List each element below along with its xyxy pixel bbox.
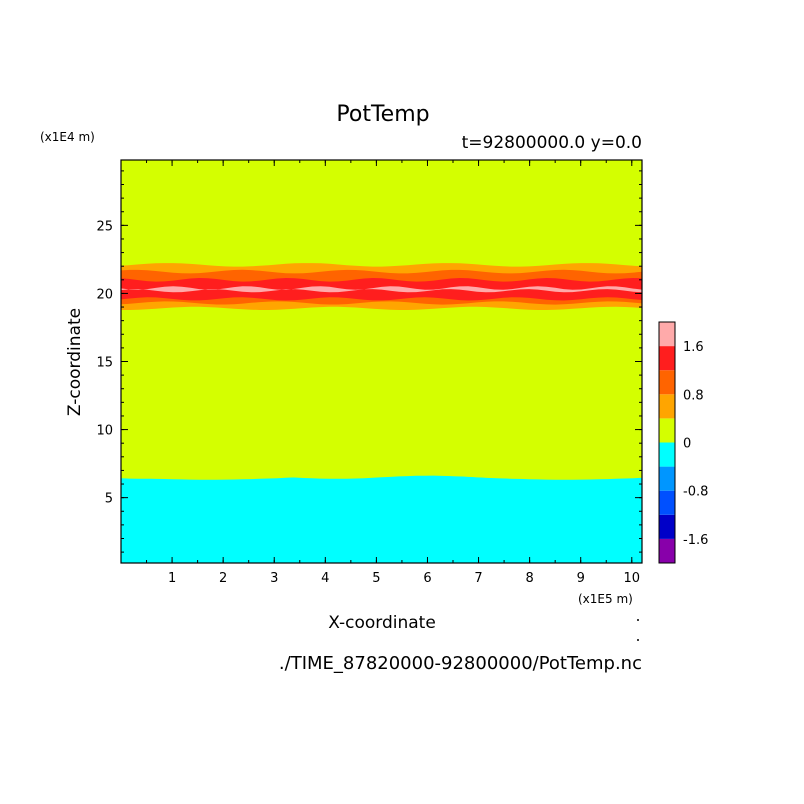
contour-band-1 <box>121 474 642 563</box>
colorbar: -1.6 -0.8 0 0.8 1.6 <box>658 321 708 564</box>
y-axis-label: Z-coordinate <box>65 308 85 416</box>
x-tick-label: 6 <box>423 571 431 586</box>
x-tick-label: 4 <box>321 571 329 586</box>
colorbar-swatch <box>659 322 675 347</box>
colorbar-swatch <box>659 490 675 515</box>
source-file-label: ./TIME_87820000-92800000/PotTemp.nc <box>279 653 642 674</box>
y-tick-label: 5 <box>105 492 113 507</box>
colorbar-tick-label: 0 <box>683 437 691 452</box>
colorbar-tick-label: 1.6 <box>683 340 704 355</box>
colorbar-swatch <box>659 346 675 371</box>
x-tick-label: 9 <box>577 571 585 586</box>
x-tick-label: 8 <box>525 571 533 586</box>
colorbar-tick-label: 0.8 <box>683 388 704 403</box>
y-unit-label: (x1E4 m) <box>40 130 95 144</box>
x-tick-label: 3 <box>270 571 278 586</box>
plot-area <box>121 160 642 563</box>
x-tick-label: 10 <box>624 571 641 586</box>
y-tick-label: 10 <box>96 424 113 439</box>
contour-band-6 <box>121 286 642 293</box>
colorbar-swatch <box>659 418 675 443</box>
x-tick-label: 2 <box>219 571 227 586</box>
colorbar-swatch <box>659 394 675 419</box>
colorbar-swatch <box>659 466 675 491</box>
chart-title: PotTemp <box>336 102 429 127</box>
y-tick-label: 20 <box>96 287 113 302</box>
colorbar-tick-label: -0.8 <box>683 485 708 500</box>
colorbar-swatch <box>659 442 675 467</box>
colorbar-swatch <box>659 514 675 539</box>
axes: 1 2 3 4 5 6 7 8 9 10 5 10 15 20 25 <box>96 159 643 586</box>
x-unit-label: (x1E5 m) <box>578 592 633 606</box>
marker-dot <box>637 619 639 621</box>
x-tick-label: 7 <box>474 571 482 586</box>
colorbar-swatch <box>659 538 675 563</box>
y-tick-label: 25 <box>96 219 113 234</box>
marker-dot <box>637 639 639 641</box>
chart-subtitle: t=92800000.0 y=0.0 <box>462 133 642 153</box>
colorbar-swatch <box>659 370 675 395</box>
x-axis-label: X-coordinate <box>328 613 436 633</box>
colorbar-frame <box>658 321 676 564</box>
colorbar-tick-label: -1.6 <box>683 533 708 548</box>
y-tick-label: 15 <box>96 356 113 371</box>
contour-band-2 <box>121 306 642 479</box>
x-tick-label: 5 <box>372 571 380 586</box>
x-tick-label: 1 <box>168 571 176 586</box>
